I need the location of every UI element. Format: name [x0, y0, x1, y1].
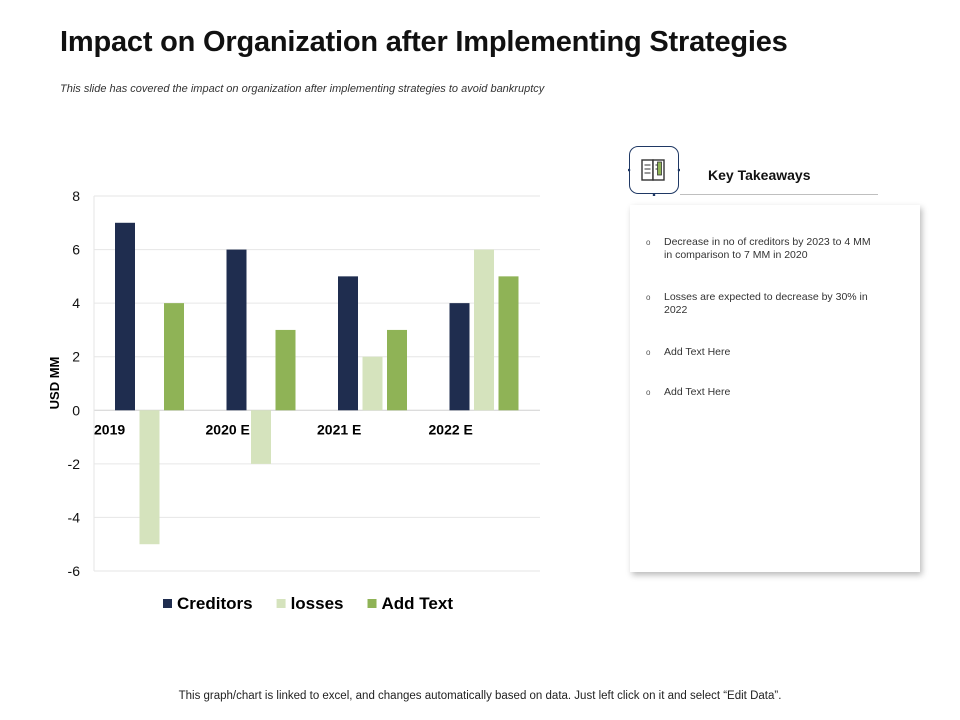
page-subtitle: This slide has covered the impact on org… [60, 83, 545, 95]
bar-losses [474, 249, 494, 411]
takeaway-text: Losses are expected to decrease by 30% i… [664, 291, 868, 316]
bar-losses [362, 356, 383, 411]
legend-label: losses [291, 594, 344, 613]
takeaway-item: o Add Text Here [646, 346, 876, 359]
bar-losses [251, 410, 271, 464]
bar-creditors [338, 276, 358, 411]
takeaway-item: o Add Text Here [646, 386, 876, 399]
bullet-icon: o [646, 348, 651, 357]
bar-add-text [387, 329, 407, 411]
legend-label: Add Text [382, 594, 454, 613]
category-label: 2021 E [317, 421, 361, 437]
key-takeaways-card: o Decrease in no of creditors by 2023 to… [630, 205, 920, 572]
key-takeaways-heading: Key Takeaways [708, 167, 811, 183]
bullet-icon: o [646, 293, 651, 302]
y-tick-label: 8 [72, 188, 80, 204]
bar-add-text [275, 329, 296, 411]
y-tick-label: 2 [72, 349, 80, 365]
takeaway-text: Add Text Here [664, 346, 731, 358]
chart-y-axis-label: USD MM [47, 357, 62, 410]
page-title: Impact on Organization after Implementin… [60, 26, 788, 58]
category-label: 2019 [94, 421, 125, 437]
chart-bars [115, 222, 519, 545]
y-tick-label: 6 [72, 242, 80, 258]
chart-y-ticks: 8 6 4 2 0 -2 -4 -6 [68, 188, 81, 579]
legend-label: Creditors [177, 594, 253, 613]
takeaway-text: Decrease in no of creditors by 2023 to 4… [664, 236, 871, 261]
takeaway-item: o Losses are expected to decrease by 30%… [646, 291, 876, 317]
category-label: 2020 E [206, 421, 250, 437]
legend-swatch [276, 599, 286, 608]
y-tick-label: 0 [72, 402, 80, 418]
bullet-icon: o [646, 238, 651, 247]
y-tick-label: -2 [68, 456, 81, 472]
bar-creditors [226, 249, 247, 411]
bullet-icon: o [646, 388, 651, 397]
bar-creditors [449, 303, 470, 411]
bar-add-text [164, 303, 184, 411]
category-label: 2022 E [429, 421, 473, 437]
y-tick-label: -4 [68, 509, 81, 525]
book-icon [628, 159, 680, 196]
y-tick-label: 4 [72, 295, 80, 311]
chart-legend: Creditors losses Add Text [163, 594, 453, 613]
legend-swatch [163, 599, 172, 608]
takeaway-text: Add Text Here [664, 386, 731, 398]
bar-losses [139, 410, 160, 545]
y-tick-label: -6 [68, 563, 81, 579]
key-takeaways-divider [680, 194, 878, 195]
legend-swatch [367, 599, 377, 608]
key-takeaways-icon-frame [628, 146, 680, 196]
chart-category-labels: 2019 2020 E 2021 E 2022 E [94, 421, 473, 437]
footer-note: This graph/chart is linked to excel, and… [178, 690, 782, 702]
bar-add-text [498, 276, 519, 411]
bar-creditors [115, 222, 135, 411]
takeaway-item: o Decrease in no of creditors by 2023 to… [646, 236, 876, 262]
chart-gridlines [93, 195, 540, 572]
